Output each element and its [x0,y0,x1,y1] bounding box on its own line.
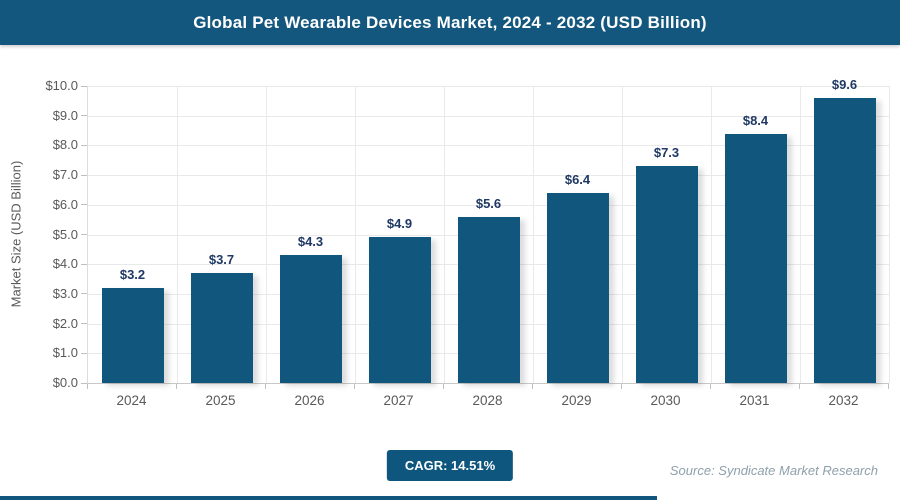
y-tick-label: $5.0 [52,226,78,242]
gridline-vertical [444,86,445,383]
bar-value-label: $7.3 [653,145,680,161]
bar-value-label: $3.7 [208,252,235,268]
gridline-vertical [533,86,534,383]
gridline-horizontal [88,204,889,206]
x-tick-mark [710,384,711,389]
bottom-accent-strip [0,496,657,500]
y-tick-label: $9.0 [52,107,78,123]
x-tick-mark [443,384,444,389]
gridline-vertical [355,86,356,383]
y-tick-label: $2.0 [52,315,78,331]
y-tick-label: $1.0 [52,345,78,361]
plot-area: $3.2 $3.7 $4.3 $4.9 $5.6 $6.4 $7.3 $8.4 $9.6 [87,77,890,384]
page-title: Global Pet Wearable Devices Market, 2024… [193,12,707,32]
x-tick-mark [176,384,177,389]
y-tick-label: $10.0 [45,78,78,93]
bar-2032 [813,97,876,383]
bar-2027 [368,237,431,383]
bar-2029 [546,192,609,383]
bar-2030 [635,166,698,383]
x-tick-mark [888,384,889,389]
title-bar: Global Pet Wearable Devices Market, 2024… [0,0,900,45]
x-tick-mark [265,384,266,389]
bar-value-label: $4.3 [297,234,324,250]
gridline-vertical [177,86,178,383]
x-tick-label: 2025 [205,393,236,408]
gridline-vertical [622,86,623,383]
gridline-horizontal [88,86,889,87]
bar-value-label: $3.2 [119,266,146,282]
y-tick-label: $3.0 [52,285,78,301]
bar-2026 [279,255,342,383]
bar-2025 [190,273,253,383]
bar-value-label: $5.6 [475,195,502,211]
gridline-vertical [266,86,267,383]
gridline-horizontal [88,115,889,117]
source-text: Source: Syndicate Market Research [669,463,878,478]
bar-2031 [724,133,787,383]
x-tick-label: 2029 [561,393,592,408]
x-tick-label: 2027 [383,393,414,408]
y-tick-label: $8.0 [52,137,78,153]
bar-value-label: $6.4 [564,171,591,187]
y-tick-label: $4.0 [52,256,78,272]
y-axis-title: Market Size (USD Billion) [8,160,24,308]
bar-value-label: $9.6 [831,76,858,92]
x-tick-mark [799,384,800,389]
bar-2028 [457,216,520,383]
bar-value-label: $8.4 [742,112,769,128]
gridline-vertical [711,86,712,383]
x-tick-label: 2024 [116,393,147,408]
bar-value-label: $4.9 [386,216,413,232]
y-tick-label: $0.0 [52,375,78,390]
x-tick-label: 2028 [472,393,503,408]
cagr-badge: CAGR: 14.51% [386,450,514,481]
x-tick-label: 2026 [294,393,325,408]
x-tick-label: 2032 [828,393,859,408]
x-tick-label: 2031 [739,393,770,408]
x-tick-mark [354,384,355,389]
x-tick-mark [621,384,622,389]
y-tick-label: $7.0 [52,167,78,183]
gridline-horizontal [88,175,889,177]
x-tick-mark [87,384,88,389]
x-tick-label: 2030 [650,393,681,408]
gridline-horizontal [88,145,889,147]
bar-2024 [101,287,164,383]
gridline-vertical [889,86,890,383]
gridline-vertical [800,86,801,383]
y-tick-label: $6.0 [52,196,78,212]
x-tick-mark [532,384,533,389]
